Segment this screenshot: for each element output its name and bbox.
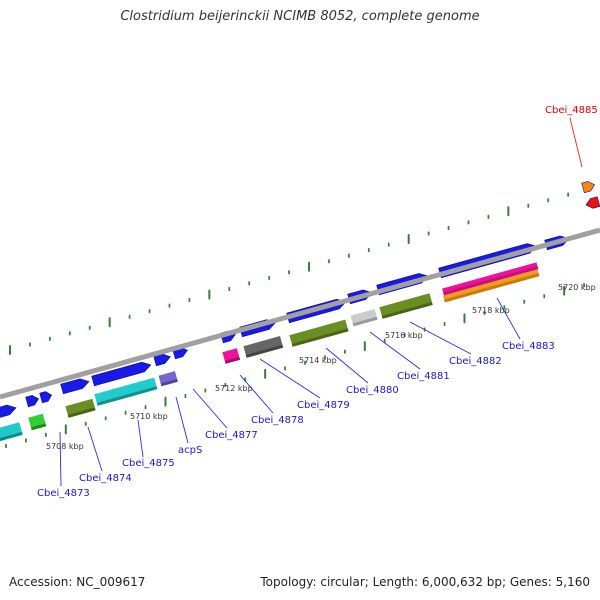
feature-bar-fill <box>65 398 96 418</box>
feature-bar <box>379 293 433 319</box>
gene-arrow-shape <box>581 181 595 194</box>
genome-backbone <box>0 227 600 400</box>
scale-label: 5708 kbp <box>46 442 84 451</box>
label-leader-line <box>239 374 274 414</box>
label-leader-line <box>369 331 421 370</box>
scale-label: 5720 kbp <box>558 283 596 292</box>
gene-arrow-shape <box>0 404 17 421</box>
label-leader-line <box>137 419 144 458</box>
feature-bar <box>443 269 540 303</box>
forward-strand-genes[interactable] <box>0 180 600 421</box>
scale-label: 5716 kbp <box>385 331 423 340</box>
feature-bar-edge <box>0 431 23 443</box>
gene-label[interactable]: Cbei_4878 <box>251 415 304 426</box>
label-leader-line <box>192 388 228 429</box>
gene-labels[interactable]: Cbei_4873 Cbei_4874 Cbei_4875acpSCbei_4877… <box>37 105 598 499</box>
label-leader-line <box>325 347 369 384</box>
feature-bar <box>28 413 47 431</box>
gene-label[interactable]: Cbei_4880 <box>346 385 399 396</box>
feature-bar-edge <box>96 386 158 406</box>
feature-bar-edge <box>443 266 539 296</box>
label-leader-line <box>59 431 62 487</box>
feature-bar-edge <box>30 423 47 431</box>
gene-label[interactable]: Cbei_4879 <box>297 400 350 411</box>
feature-bar-edge <box>224 356 241 364</box>
feature-bar <box>243 336 284 358</box>
feature-bar-edge <box>160 378 178 387</box>
accession-label: Accession: NC_009617 <box>9 575 146 589</box>
feature-bar-fill <box>243 336 284 358</box>
gene-arrow <box>0 404 17 421</box>
feature-bar <box>0 422 23 443</box>
gene-arrow-shape <box>39 391 53 404</box>
feature-bar <box>158 371 178 387</box>
map-title: Clostridium beijerinckii NCIMB 8052, com… <box>120 9 480 24</box>
feature-bar-fill <box>0 422 23 443</box>
scale-labels: 5708 kbp 5710 kbp 5712 kbp 5714 kbp 5716 kbp… <box>46 283 596 451</box>
feature-bar-edge <box>381 301 433 319</box>
gene-label[interactable]: Cbei_4875 <box>122 458 175 469</box>
feature-bar <box>289 319 349 347</box>
gene-arrow-shape <box>25 395 39 408</box>
label-leader-line <box>569 117 583 168</box>
feature-bar <box>350 308 378 327</box>
feature-bar <box>442 262 539 296</box>
scale-label: 5718 kbp <box>472 306 510 315</box>
label-leader-lines <box>59 117 583 487</box>
scale-label: 5714 kbp <box>299 356 337 365</box>
feature-bars[interactable] <box>0 262 540 443</box>
gene-arrow-shape <box>91 361 152 387</box>
gene-label[interactable]: Cbei_4873 <box>37 488 90 499</box>
gene-label[interactable]: Cbei_4885 <box>545 105 598 116</box>
feature-bar-edge <box>245 344 284 358</box>
scale-label: 5712 kbp <box>215 384 253 393</box>
feature-bar-edge <box>67 407 96 418</box>
feature-bar-edge <box>444 273 540 303</box>
gene-label[interactable]: Cbei_4881 <box>397 371 450 382</box>
feature-bar <box>65 398 96 418</box>
feature-bar-edge <box>352 316 378 327</box>
label-leader-line <box>409 321 472 355</box>
label-leader-line <box>496 297 521 340</box>
gene-arrow <box>91 361 152 387</box>
feature-bar-fill <box>350 308 378 327</box>
tick-marks <box>5 186 589 449</box>
feature-bar-fill <box>379 293 433 319</box>
label-leader-line <box>87 426 103 472</box>
feature-bar-fill <box>289 319 349 347</box>
feature-bar <box>94 377 158 406</box>
gene-label[interactable]: Cbei_4882 <box>449 356 502 367</box>
gene-arrow-shape <box>585 196 600 209</box>
feature-bar-edge <box>291 328 349 347</box>
scale-label: 5710 kbp <box>130 412 168 421</box>
label-leader-line <box>175 396 189 444</box>
gene-label[interactable]: Cbei_4874 <box>79 473 132 484</box>
gene-arrow <box>60 378 90 395</box>
gene-label[interactable]: Cbei_4883 <box>502 341 555 352</box>
gene-arrow <box>585 196 600 209</box>
gene-arrow <box>39 391 53 404</box>
label-leader-line <box>259 358 321 399</box>
gene-arrow-shape <box>60 378 90 395</box>
genome-summary: Topology: circular; Length: 6,000,632 bp… <box>260 575 590 589</box>
gene-arrow <box>581 181 595 194</box>
gene-arrow <box>25 395 39 408</box>
gene-label[interactable]: Cbei_4877 <box>205 430 258 441</box>
feature-bar <box>222 348 241 364</box>
gene-label[interactable]: acpS <box>178 445 202 456</box>
feature-bar-fill <box>94 377 158 406</box>
